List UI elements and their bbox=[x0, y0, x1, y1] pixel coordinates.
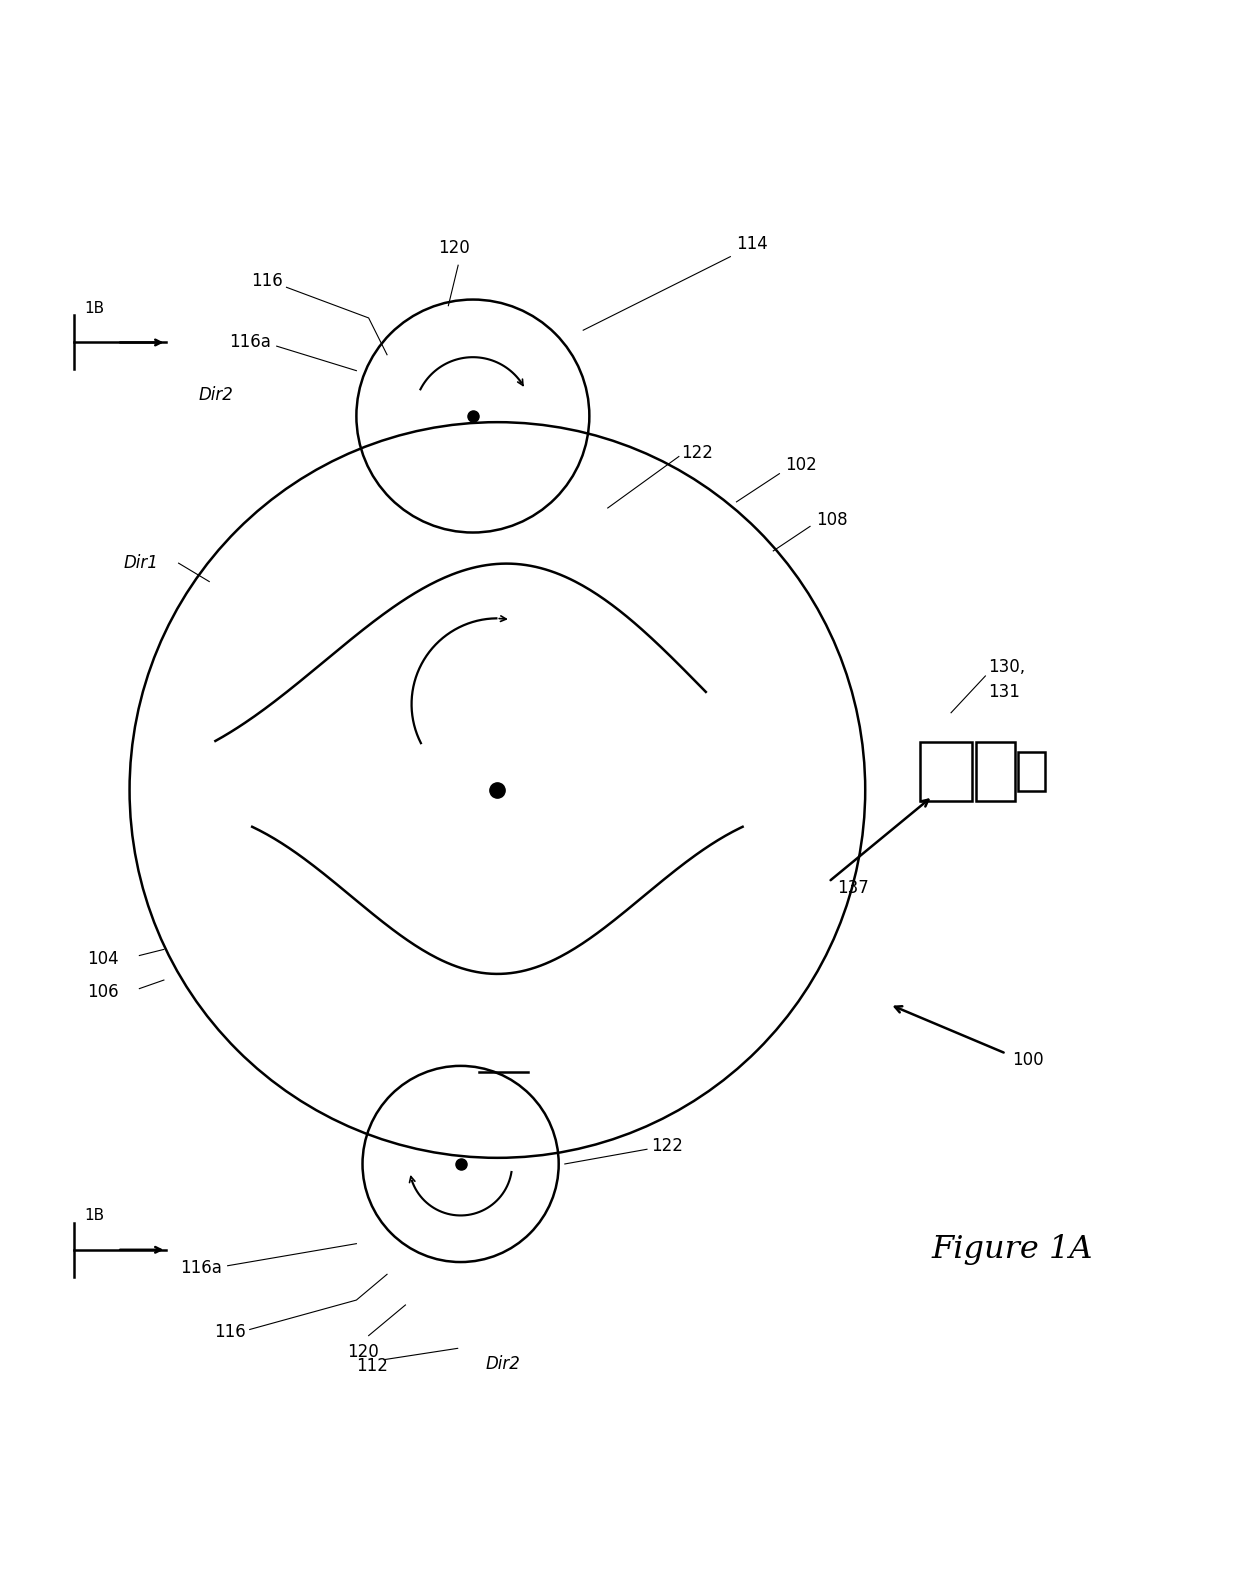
Text: 1B: 1B bbox=[84, 1209, 104, 1223]
Text: 112: 112 bbox=[356, 1357, 388, 1375]
Bar bbox=[1018, 752, 1045, 792]
Text: 120: 120 bbox=[347, 1343, 378, 1360]
Text: 108: 108 bbox=[816, 512, 848, 529]
Text: 100: 100 bbox=[1012, 1051, 1044, 1068]
Text: 120: 120 bbox=[439, 239, 470, 258]
Text: 116: 116 bbox=[250, 272, 283, 291]
Text: Dir2: Dir2 bbox=[198, 386, 234, 404]
Text: 122: 122 bbox=[681, 444, 713, 461]
Text: Dir2: Dir2 bbox=[485, 1354, 520, 1373]
Text: 131: 131 bbox=[988, 683, 1019, 702]
Text: 137: 137 bbox=[837, 878, 869, 897]
Text: 102: 102 bbox=[785, 457, 817, 474]
Text: 1B: 1B bbox=[84, 300, 104, 316]
Text: 116: 116 bbox=[215, 1322, 246, 1341]
Text: 104: 104 bbox=[87, 950, 118, 969]
Text: Dir1: Dir1 bbox=[124, 555, 159, 572]
Text: Figure 1A: Figure 1A bbox=[931, 1234, 1094, 1266]
Bar bbox=[976, 743, 1014, 801]
Text: 106: 106 bbox=[87, 983, 118, 1002]
Text: 114: 114 bbox=[737, 235, 769, 253]
Text: 116a: 116a bbox=[180, 1259, 222, 1277]
Text: 122: 122 bbox=[651, 1136, 682, 1155]
Bar bbox=[920, 743, 972, 801]
Text: 130,: 130, bbox=[988, 659, 1025, 676]
Text: 116a: 116a bbox=[228, 333, 270, 351]
